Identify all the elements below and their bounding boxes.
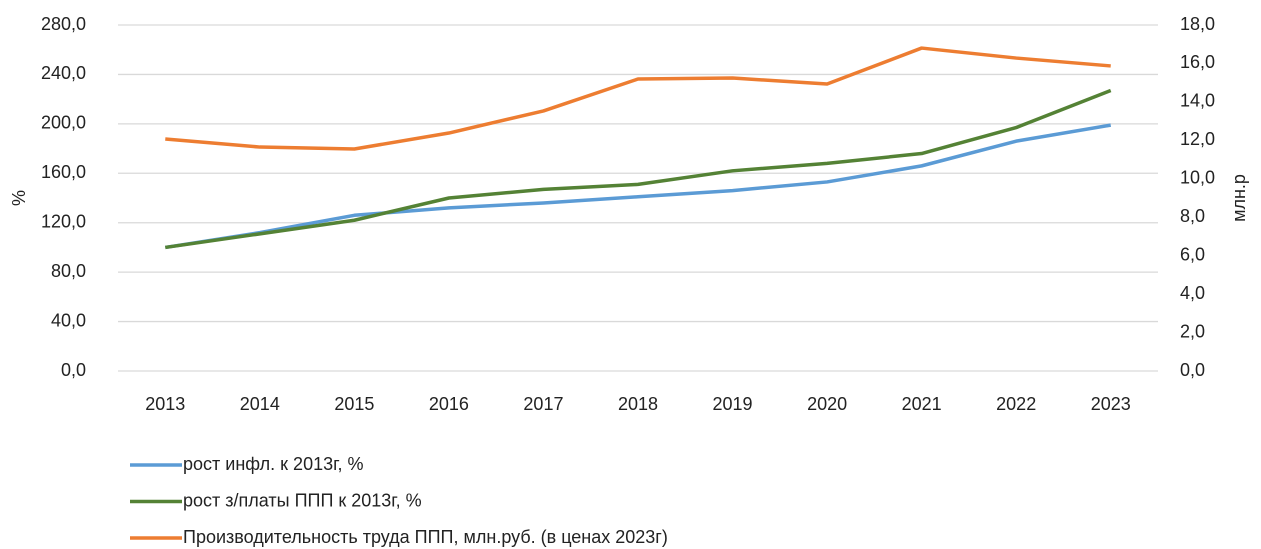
y-axis-label: % <box>9 190 29 206</box>
y2-tick-label: 14,0 <box>1180 91 1215 111</box>
series-line <box>165 88 1112 250</box>
legend-label: Производительность труда ППП, млн.руб. (… <box>183 527 668 547</box>
x-tick-label: 2023 <box>1091 394 1131 414</box>
x-tick-label: 2020 <box>807 394 847 414</box>
y-tick-label: 0,0 <box>61 360 86 380</box>
y2-tick-label: 18,0 <box>1180 14 1215 34</box>
y2-axis-label: млн.р <box>1229 174 1249 222</box>
y-tick-label: 160,0 <box>41 162 86 182</box>
y-tick-label: 40,0 <box>51 310 86 330</box>
y2-tick-label: 8,0 <box>1180 206 1205 226</box>
x-tick-label: 2021 <box>902 394 942 414</box>
legend-label: рост з/платы ППП к 2013г, % <box>183 490 422 510</box>
y-tick-label: 120,0 <box>41 211 86 231</box>
x-tick-label: 2018 <box>618 394 658 414</box>
y2-tick-label: 16,0 <box>1180 52 1215 72</box>
y-tick-label: 80,0 <box>51 261 86 281</box>
y2-tick-label: 6,0 <box>1180 244 1205 264</box>
y2-tick-label: 12,0 <box>1180 129 1215 149</box>
x-tick-label: 2019 <box>713 394 753 414</box>
x-tick-label: 2015 <box>334 394 374 414</box>
y-tick-label: 200,0 <box>41 113 86 133</box>
y2-tick-label: 0,0 <box>1180 360 1205 380</box>
x-tick-label: 2013 <box>145 394 185 414</box>
legend-label: рост инфл. к 2013г, % <box>183 454 363 474</box>
y-tick-label: 240,0 <box>41 63 86 83</box>
x-tick-label: 2022 <box>996 394 1036 414</box>
series-line <box>165 46 1111 151</box>
series-line <box>165 123 1112 250</box>
y2-tick-label: 4,0 <box>1180 283 1205 303</box>
x-tick-label: 2017 <box>523 394 563 414</box>
x-tick-label: 2014 <box>240 394 280 414</box>
y2-tick-label: 2,0 <box>1180 321 1205 341</box>
y-tick-label: 280,0 <box>41 14 86 34</box>
x-tick-label: 2016 <box>429 394 469 414</box>
y2-tick-label: 10,0 <box>1180 168 1215 188</box>
